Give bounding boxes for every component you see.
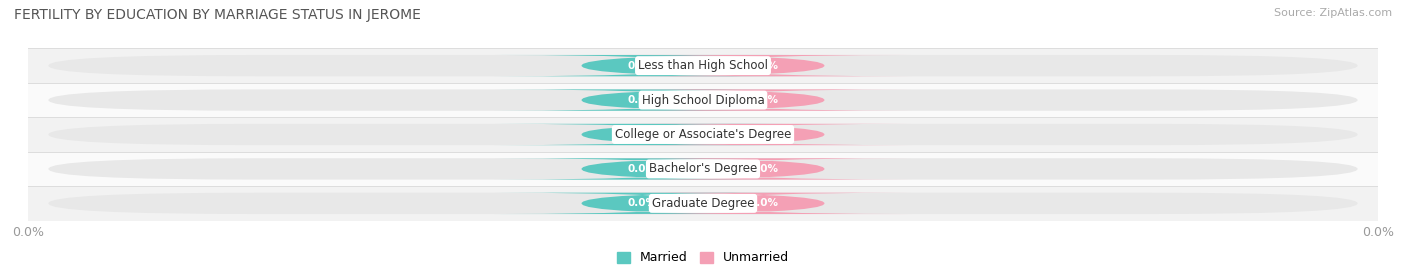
Bar [28,48,1378,83]
FancyBboxPatch shape [494,158,790,180]
FancyBboxPatch shape [616,158,912,180]
FancyBboxPatch shape [48,124,1358,145]
Text: 0.0%: 0.0% [627,198,657,208]
Text: High School Diploma: High School Diploma [641,94,765,107]
Text: 0.0%: 0.0% [627,129,657,140]
FancyBboxPatch shape [616,124,912,145]
Bar [28,152,1378,186]
Text: 0.0%: 0.0% [749,129,779,140]
Text: 0.0%: 0.0% [627,164,657,174]
Text: 0.0%: 0.0% [749,164,779,174]
Text: 0.0%: 0.0% [749,61,779,71]
Text: Less than High School: Less than High School [638,59,768,72]
Text: Bachelor's Degree: Bachelor's Degree [650,162,756,175]
FancyBboxPatch shape [48,55,1358,76]
FancyBboxPatch shape [616,89,912,111]
Text: 0.0%: 0.0% [749,95,779,105]
FancyBboxPatch shape [494,55,790,76]
Bar [28,83,1378,117]
FancyBboxPatch shape [494,124,790,145]
FancyBboxPatch shape [616,193,912,214]
FancyBboxPatch shape [48,158,1358,180]
Legend: Married, Unmarried: Married, Unmarried [612,246,794,269]
Bar [28,186,1378,221]
Text: 0.0%: 0.0% [627,95,657,105]
Text: College or Associate's Degree: College or Associate's Degree [614,128,792,141]
FancyBboxPatch shape [616,55,912,76]
FancyBboxPatch shape [48,89,1358,111]
Bar [28,117,1378,152]
Text: 0.0%: 0.0% [749,198,779,208]
FancyBboxPatch shape [494,89,790,111]
Text: Graduate Degree: Graduate Degree [652,197,754,210]
Text: 0.0%: 0.0% [627,61,657,71]
FancyBboxPatch shape [48,193,1358,214]
Text: FERTILITY BY EDUCATION BY MARRIAGE STATUS IN JEROME: FERTILITY BY EDUCATION BY MARRIAGE STATU… [14,8,420,22]
FancyBboxPatch shape [494,193,790,214]
Text: Source: ZipAtlas.com: Source: ZipAtlas.com [1274,8,1392,18]
